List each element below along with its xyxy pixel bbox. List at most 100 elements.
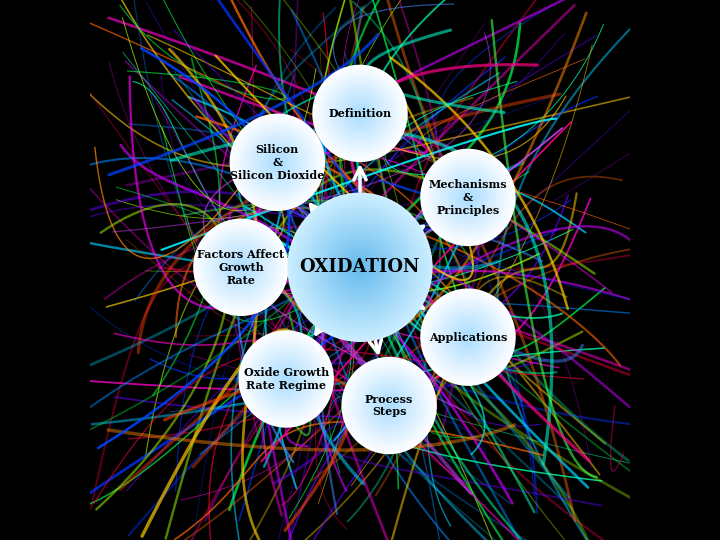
Ellipse shape [328, 80, 392, 147]
Ellipse shape [199, 225, 283, 310]
Ellipse shape [341, 94, 379, 132]
Ellipse shape [347, 100, 373, 126]
Ellipse shape [266, 359, 306, 399]
Ellipse shape [260, 145, 294, 180]
Ellipse shape [330, 237, 390, 298]
Ellipse shape [250, 342, 323, 416]
Ellipse shape [206, 232, 276, 303]
Ellipse shape [349, 256, 371, 278]
Ellipse shape [296, 201, 424, 333]
Ellipse shape [279, 372, 293, 386]
Ellipse shape [319, 225, 401, 309]
Text: Applications: Applications [429, 332, 507, 343]
Ellipse shape [257, 349, 315, 409]
Ellipse shape [280, 373, 292, 385]
Ellipse shape [338, 245, 382, 289]
Ellipse shape [387, 403, 392, 408]
Ellipse shape [220, 246, 262, 289]
Ellipse shape [353, 260, 367, 275]
Ellipse shape [336, 89, 384, 138]
Ellipse shape [240, 333, 332, 426]
Ellipse shape [244, 336, 328, 422]
Ellipse shape [421, 289, 515, 384]
Ellipse shape [336, 242, 384, 293]
Ellipse shape [230, 115, 324, 210]
Ellipse shape [371, 387, 408, 424]
Ellipse shape [315, 67, 405, 160]
Ellipse shape [263, 355, 310, 403]
Ellipse shape [326, 79, 394, 148]
Ellipse shape [325, 78, 395, 149]
Ellipse shape [217, 242, 266, 292]
Ellipse shape [353, 106, 367, 120]
Ellipse shape [433, 301, 503, 373]
Ellipse shape [268, 153, 287, 172]
Ellipse shape [240, 124, 315, 200]
Ellipse shape [322, 74, 398, 153]
Ellipse shape [373, 389, 405, 422]
Ellipse shape [282, 374, 291, 384]
Ellipse shape [243, 127, 312, 198]
Ellipse shape [427, 295, 509, 379]
Ellipse shape [386, 402, 392, 409]
Ellipse shape [460, 189, 476, 206]
Ellipse shape [343, 97, 377, 130]
Ellipse shape [228, 254, 253, 280]
Ellipse shape [197, 222, 285, 313]
Ellipse shape [461, 190, 475, 205]
Ellipse shape [436, 164, 500, 231]
Ellipse shape [459, 188, 477, 207]
Ellipse shape [461, 330, 475, 345]
Ellipse shape [276, 161, 279, 164]
Ellipse shape [277, 369, 295, 388]
Ellipse shape [196, 221, 287, 314]
Ellipse shape [255, 347, 318, 411]
Text: Factors Affect
Growth
Rate: Factors Affect Growth Rate [197, 249, 284, 286]
Ellipse shape [227, 253, 255, 281]
Ellipse shape [377, 394, 401, 417]
Ellipse shape [367, 383, 411, 428]
Ellipse shape [232, 258, 251, 277]
Ellipse shape [333, 86, 387, 141]
Ellipse shape [467, 336, 469, 339]
Ellipse shape [464, 194, 472, 201]
Ellipse shape [328, 82, 392, 145]
Ellipse shape [356, 109, 364, 118]
Ellipse shape [265, 357, 307, 400]
Ellipse shape [332, 238, 388, 296]
Ellipse shape [300, 205, 420, 329]
Ellipse shape [333, 240, 387, 295]
Ellipse shape [221, 247, 261, 287]
Ellipse shape [248, 133, 307, 192]
Ellipse shape [314, 220, 406, 315]
Ellipse shape [261, 146, 294, 179]
Ellipse shape [202, 227, 281, 308]
Ellipse shape [249, 341, 323, 417]
Ellipse shape [423, 291, 513, 383]
Ellipse shape [356, 372, 422, 439]
Ellipse shape [321, 227, 399, 307]
Ellipse shape [337, 90, 383, 137]
Ellipse shape [326, 233, 394, 302]
Ellipse shape [381, 397, 397, 414]
Ellipse shape [440, 309, 496, 366]
Ellipse shape [464, 333, 472, 342]
Text: Process
Steps: Process Steps [365, 394, 413, 417]
Ellipse shape [266, 151, 289, 174]
Ellipse shape [348, 254, 372, 280]
Ellipse shape [441, 170, 495, 225]
Ellipse shape [424, 292, 512, 382]
Ellipse shape [312, 65, 408, 162]
Ellipse shape [271, 157, 283, 168]
Ellipse shape [274, 367, 298, 391]
Ellipse shape [243, 128, 311, 197]
Ellipse shape [369, 386, 409, 426]
Ellipse shape [430, 158, 506, 237]
Ellipse shape [253, 137, 302, 187]
Ellipse shape [230, 113, 325, 211]
Ellipse shape [243, 335, 329, 423]
Ellipse shape [360, 376, 418, 435]
Ellipse shape [377, 393, 402, 418]
Ellipse shape [356, 110, 364, 117]
Ellipse shape [451, 180, 485, 215]
